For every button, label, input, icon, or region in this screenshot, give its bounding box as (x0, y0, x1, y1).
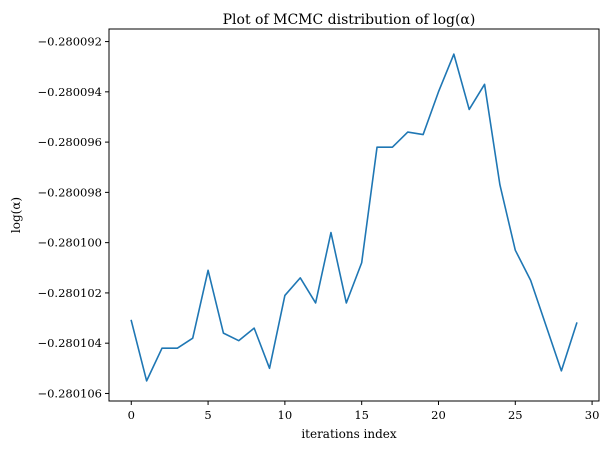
x-tick-label: 30 (585, 408, 600, 422)
x-tick-label: 25 (508, 408, 523, 422)
y-tick-label: −0.280094 (37, 85, 102, 99)
y-tick-label: −0.280092 (37, 35, 102, 49)
x-tick-label: 20 (431, 408, 446, 422)
y-axis-label: log(α) (9, 197, 23, 233)
x-axis-label: iterations index (301, 427, 397, 441)
y-tick-label: −0.280098 (37, 185, 102, 199)
y-tick-label: −0.280102 (37, 286, 102, 300)
y-tick-label: −0.280096 (37, 135, 102, 149)
x-axis: 0 5 10 15 20 25 30 (128, 401, 600, 422)
plot-area-frame (108, 28, 600, 402)
y-tick-label: −0.280100 (37, 236, 102, 250)
x-tick-label: 15 (354, 408, 369, 422)
x-tick-label: 5 (204, 408, 211, 422)
y-tick-label: −0.280106 (37, 386, 102, 400)
series-line (130, 53, 578, 382)
y-tick-label: −0.280104 (37, 336, 102, 350)
x-tick-label: 0 (128, 408, 135, 422)
chart-title: Plot of MCMC distribution of log(α) (223, 12, 476, 28)
y-axis: −0.280092 −0.280094 −0.280096 −0.280098 −0.2… (37, 35, 109, 400)
x-tick-label: 10 (278, 408, 293, 422)
